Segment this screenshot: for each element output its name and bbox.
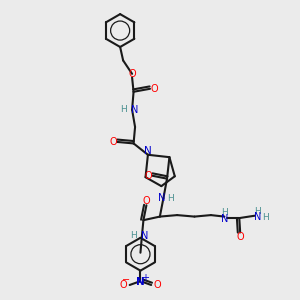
Text: N: N (131, 105, 138, 115)
Text: O: O (142, 196, 150, 206)
Text: −: − (122, 275, 130, 285)
Text: N: N (254, 212, 261, 222)
Text: N: N (144, 146, 152, 156)
Text: H: H (167, 194, 173, 203)
Text: N: N (141, 231, 148, 241)
Text: +: + (141, 273, 149, 283)
Text: O: O (154, 280, 162, 290)
Text: H: H (254, 207, 261, 216)
Text: N: N (136, 277, 145, 287)
Text: H: H (221, 208, 228, 217)
Text: H: H (130, 231, 137, 240)
Text: O: O (150, 84, 158, 94)
Text: N: N (158, 193, 166, 203)
Text: O: O (129, 69, 136, 79)
Text: O: O (119, 280, 127, 290)
Text: H: H (120, 105, 127, 114)
Text: O: O (236, 232, 244, 242)
Text: O: O (109, 137, 117, 147)
Text: N: N (221, 214, 228, 224)
Text: O: O (144, 171, 152, 181)
Text: H: H (262, 213, 268, 222)
